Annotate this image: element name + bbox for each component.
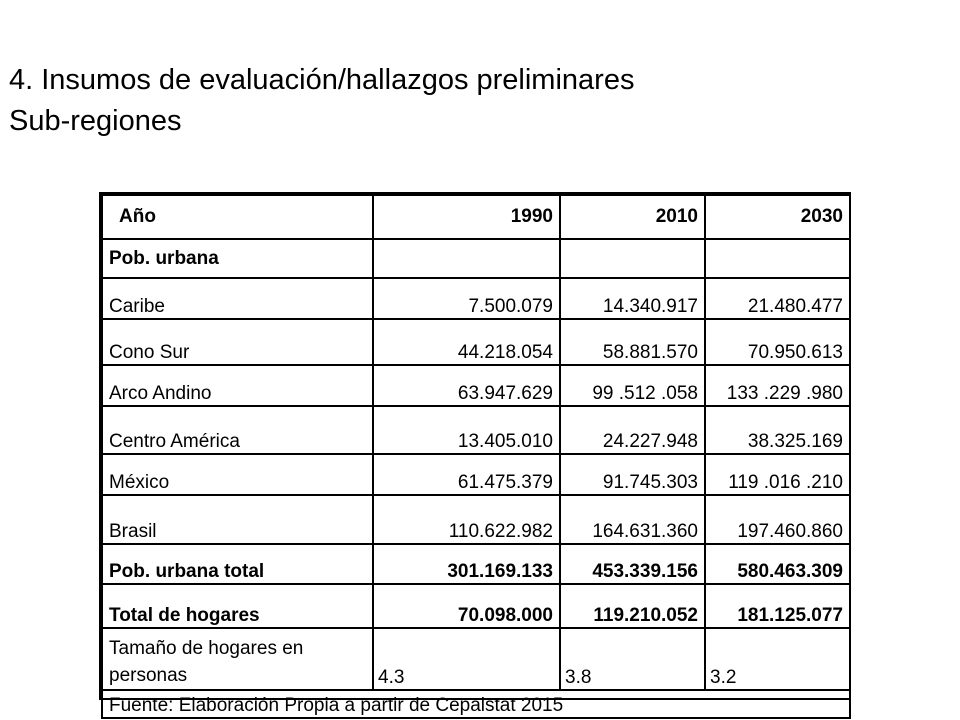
cell-1990: 70.098.000 [372,583,561,629]
section-label: Pob. urbana [101,238,374,279]
cell-2010: 91.745.303 [559,453,706,496]
cell-1990: 13.405.010 [372,405,561,455]
cell-1990: 301.169.133 [372,543,561,585]
header-2030: 2030 [704,194,851,240]
empty-cell [704,238,851,279]
cell-1990: 4.3 [372,627,561,691]
table-row: Arco Andino 63.947.629 99 .512 .058 133 … [101,364,851,407]
cell-1990: 61.475.379 [372,453,561,496]
row-label: Arco Andino [101,364,374,407]
household-size-row: Tamaño de hogares en personas 4.3 3.8 3.… [101,627,851,691]
source-note: Fuente: Elaboración Propia a partir de C… [101,689,851,719]
table-row: Centro América 13.405.010 24.227.948 38.… [101,405,851,455]
table-row: Cono Sur 44.218.054 58.881.570 70.950.61… [101,318,851,366]
row-label: Tamaño de hogares en personas [101,627,374,691]
cell-2030: 133 .229 .980 [704,364,851,407]
population-table-frame: Año 1990 2010 2030 Pob. urbana Caribe 7.… [99,192,851,719]
table-row: Brasil 110.622.982 164.631.360 197.460.8… [101,494,851,545]
slide-title: 4. Insumos de evaluación/hallazgos preli… [9,64,635,96]
cell-2010: 24.227.948 [559,405,706,455]
header-year: Año [101,194,374,240]
table-header-row: Año 1990 2010 2030 [101,194,851,240]
cell-2030: 181.125.077 [704,583,851,629]
table-row: México 61.475.379 91.745.303 119 .016 .2… [101,453,851,496]
row-label: Pob. urbana total [101,543,374,585]
cell-2010: 164.631.360 [559,494,706,545]
cell-2010: 119.210.052 [559,583,706,629]
row-label: Brasil [101,494,374,545]
row-label: Cono Sur [101,318,374,366]
cell-2030: 70.950.613 [704,318,851,366]
source-row: Fuente: Elaboración Propia a partir de C… [101,689,851,719]
cell-1990: 7.500.079 [372,277,561,320]
cell-2030: 119 .016 .210 [704,453,851,496]
row-label: Centro América [101,405,374,455]
cell-1990: 63.947.629 [372,364,561,407]
header-2010: 2010 [559,194,706,240]
cell-2010: 14.340.917 [559,277,706,320]
cell-2010: 58.881.570 [559,318,706,366]
cell-1990: 44.218.054 [372,318,561,366]
cell-2030: 197.460.860 [704,494,851,545]
cell-2010: 3.8 [559,627,706,691]
cell-2010: 99 .512 .058 [559,364,706,407]
section-row-urban-population: Pob. urbana [101,238,851,279]
cell-1990: 110.622.982 [372,494,561,545]
cell-2030: 580.463.309 [704,543,851,585]
row-label: México [101,453,374,496]
total-urban-row: Pob. urbana total 301.169.133 453.339.15… [101,543,851,585]
row-label: Total de hogares [101,583,374,629]
total-households-row: Total de hogares 70.098.000 119.210.052 … [101,583,851,629]
slide-heading: 4. Insumos de evaluación/hallazgos preli… [9,60,634,142]
cell-2010: 453.339.156 [559,543,706,585]
table-row: Caribe 7.500.079 14.340.917 21.480.477 [101,277,851,320]
cell-2030: 38.325.169 [704,405,851,455]
slide-subtitle: Sub-regiones [9,105,182,137]
cell-2030: 3.2 [704,627,851,691]
row-label: Caribe [101,277,374,320]
header-1990: 1990 [372,194,561,240]
cell-2030: 21.480.477 [704,277,851,320]
empty-cell [559,238,706,279]
population-table: Año 1990 2010 2030 Pob. urbana Caribe 7.… [101,194,851,719]
empty-cell [372,238,561,279]
